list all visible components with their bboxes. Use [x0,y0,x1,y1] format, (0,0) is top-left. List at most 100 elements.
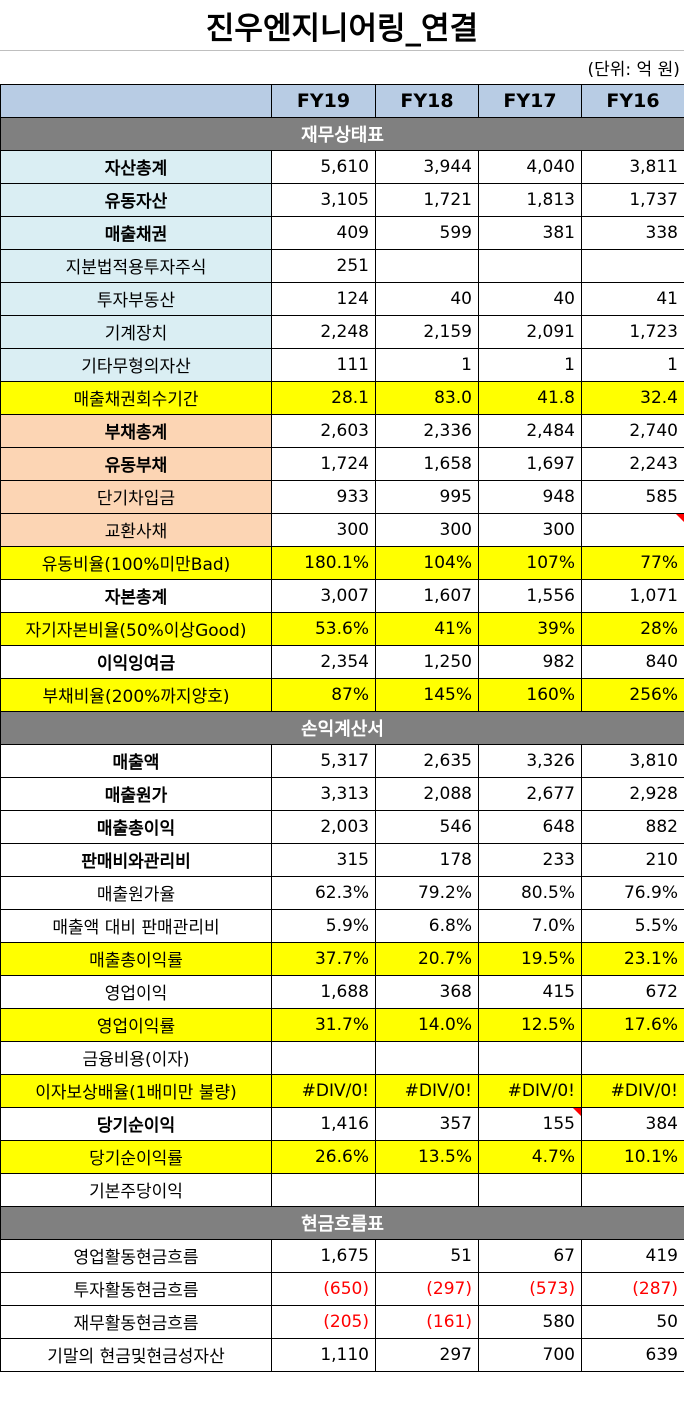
row-label[interactable]: 유동부채 [0,446,272,481]
value-cell-fy16[interactable] [581,248,684,283]
value-cell-fy19[interactable]: 3,007 [271,578,376,613]
value-cell-fy17[interactable]: 982 [478,644,582,679]
value-cell-fy17[interactable]: 300 [478,512,582,547]
value-cell-fy17[interactable]: 19.5% [478,941,582,976]
value-cell-fy16[interactable]: 3,811 [581,149,684,184]
row-label[interactable]: 매출원가율 [0,875,272,910]
value-cell-fy19[interactable]: 53.6% [271,611,376,646]
value-cell-fy18[interactable]: 79.2% [375,875,479,910]
row-label[interactable]: 단기차입금 [0,479,272,514]
value-cell-fy17[interactable]: 2,091 [478,314,582,349]
value-cell-fy17[interactable]: 3,326 [478,743,582,778]
unit-spacer-cell[interactable] [375,51,479,85]
section-title[interactable]: 현금흐름표 [0,1205,684,1240]
value-cell-fy19[interactable]: 1,688 [271,974,376,1009]
value-cell-fy16[interactable]: 639 [581,1337,684,1372]
value-cell-fy18[interactable]: 1,658 [375,446,479,481]
value-cell-fy17[interactable]: (573) [478,1271,582,1306]
row-label[interactable]: 투자활동현금흐름 [0,1271,272,1306]
value-cell-fy18[interactable]: 178 [375,842,479,877]
value-cell-fy19[interactable]: 300 [271,512,376,547]
value-cell-fy16[interactable]: 3,810 [581,743,684,778]
row-label[interactable]: 부채비율(200%까지양호) [0,677,272,712]
value-cell-fy16[interactable]: 2,740 [581,413,684,448]
value-cell-fy17[interactable]: 648 [478,809,582,844]
value-cell-fy19[interactable]: 1,675 [271,1238,376,1273]
value-cell-fy17[interactable]: 580 [478,1304,582,1339]
value-cell-fy17[interactable]: 381 [478,215,582,250]
value-cell-fy18[interactable]: 2,088 [375,776,479,811]
header-corner-cell[interactable] [0,83,272,118]
value-cell-fy16[interactable]: 882 [581,809,684,844]
value-cell-fy19[interactable]: 933 [271,479,376,514]
row-label[interactable]: 영업이익 [0,974,272,1009]
value-cell-fy19[interactable]: 2,003 [271,809,376,844]
row-label[interactable]: 당기순이익 [0,1106,272,1141]
value-cell-fy17[interactable] [478,248,582,283]
value-cell-fy16[interactable]: 1,071 [581,578,684,613]
value-cell-fy19[interactable]: 1,416 [271,1106,376,1141]
row-label[interactable]: 지분법적용투자주식 [0,248,272,283]
value-cell-fy18[interactable]: 546 [375,809,479,844]
row-label[interactable]: 기말의 현금및현금성자산 [0,1337,272,1372]
row-label[interactable]: 매출원가 [0,776,272,811]
value-cell-fy18[interactable]: 2,635 [375,743,479,778]
value-cell-fy17[interactable]: 39% [478,611,582,646]
value-cell-fy17[interactable]: 2,677 [478,776,582,811]
value-cell-fy16[interactable]: 585 [581,479,684,514]
row-label[interactable]: 판매비와관리비 [0,842,272,877]
section-title[interactable]: 손익계산서 [0,710,684,745]
value-cell-fy19[interactable]: 5.9% [271,908,376,943]
value-cell-fy16[interactable]: 419 [581,1238,684,1273]
value-cell-fy18[interactable]: 40 [375,281,479,316]
row-label[interactable]: 유동비율(100%미만Bad) [0,545,272,580]
value-cell-fy17[interactable]: 415 [478,974,582,1009]
value-cell-fy18[interactable]: 145% [375,677,479,712]
value-cell-fy19[interactable]: #DIV/0! [271,1073,376,1108]
value-cell-fy18[interactable]: 1,607 [375,578,479,613]
value-cell-fy19[interactable]: 31.7% [271,1007,376,1042]
value-cell-fy16[interactable]: 28% [581,611,684,646]
value-cell-fy19[interactable]: 1,110 [271,1337,376,1372]
value-cell-fy16[interactable]: 32.4 [581,380,684,415]
value-cell-fy18[interactable]: 6.8% [375,908,479,943]
value-cell-fy17[interactable] [478,1172,582,1207]
value-cell-fy17[interactable]: 1,697 [478,446,582,481]
value-cell-fy16[interactable]: 1,723 [581,314,684,349]
value-cell-fy19[interactable]: 26.6% [271,1139,376,1174]
value-cell-fy18[interactable]: 20.7% [375,941,479,976]
value-cell-fy19[interactable]: 409 [271,215,376,250]
value-cell-fy16[interactable]: 23.1% [581,941,684,976]
value-cell-fy17[interactable]: #DIV/0! [478,1073,582,1108]
value-cell-fy17[interactable]: 700 [478,1337,582,1372]
value-cell-fy17[interactable]: 1 [478,347,582,382]
row-label[interactable]: 이자보상배율(1배미만 불량) [0,1073,272,1108]
column-header-fy16[interactable]: FY16 [581,83,684,118]
value-cell-fy19[interactable]: 3,105 [271,182,376,217]
value-cell-fy18[interactable]: 995 [375,479,479,514]
value-cell-fy18[interactable]: 1 [375,347,479,382]
value-cell-fy19[interactable]: 5,610 [271,149,376,184]
value-cell-fy16[interactable]: 256% [581,677,684,712]
value-cell-fy19[interactable]: 315 [271,842,376,877]
value-cell-fy16[interactable] [581,1172,684,1207]
row-label[interactable]: 기타무형의자산 [0,347,272,382]
row-label[interactable]: 교환사채 [0,512,272,547]
value-cell-fy16[interactable]: 41 [581,281,684,316]
value-cell-fy18[interactable]: #DIV/0! [375,1073,479,1108]
value-cell-fy19[interactable]: 124 [271,281,376,316]
value-cell-fy18[interactable]: 51 [375,1238,479,1273]
value-cell-fy18[interactable]: 2,336 [375,413,479,448]
row-label[interactable]: 매출총이익률 [0,941,272,976]
value-cell-fy17[interactable]: 107% [478,545,582,580]
value-cell-fy17[interactable]: 67 [478,1238,582,1273]
value-cell-fy19[interactable]: 28.1 [271,380,376,415]
row-label[interactable]: 매출채권회수기간 [0,380,272,415]
value-cell-fy17[interactable]: 4.7% [478,1139,582,1174]
value-cell-fy17[interactable] [478,1040,582,1075]
column-header-fy17[interactable]: FY17 [478,83,582,118]
value-cell-fy16[interactable]: 77% [581,545,684,580]
value-cell-fy19[interactable]: 62.3% [271,875,376,910]
value-cell-fy17[interactable]: 1,813 [478,182,582,217]
row-label[interactable]: 자산총계 [0,149,272,184]
